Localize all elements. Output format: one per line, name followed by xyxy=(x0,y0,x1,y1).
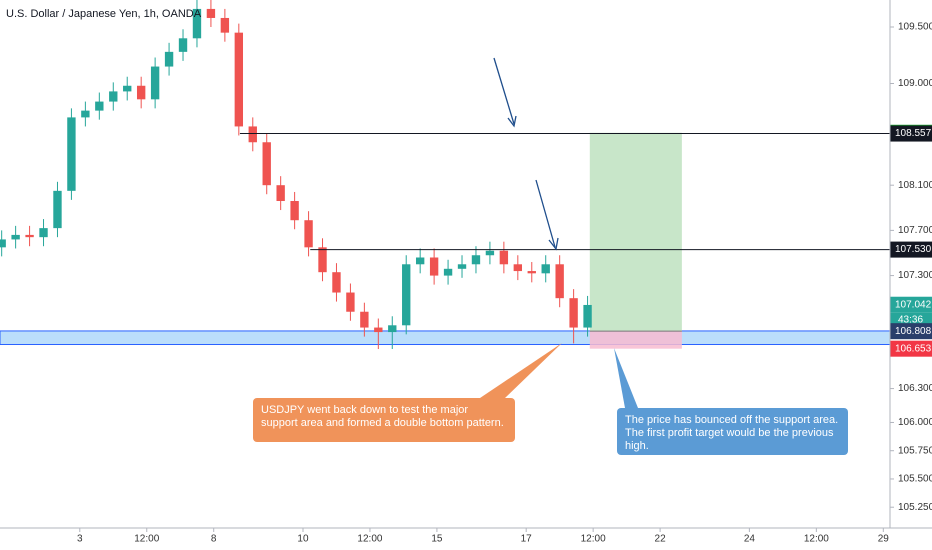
candle-body xyxy=(318,247,327,273)
candle-body xyxy=(262,142,271,186)
candle-body xyxy=(499,250,509,265)
front-layer: 109.500 109.000 108.100 107.700 107.300 106.3… xyxy=(77,22,932,545)
price-label: 107.042 xyxy=(895,299,932,310)
arrow-head xyxy=(507,115,517,128)
candle-body xyxy=(346,292,355,312)
candle-body xyxy=(374,327,383,333)
y-tick-label: 105.750 xyxy=(898,445,932,456)
x-tick-label: 10 xyxy=(297,534,309,545)
support-zone xyxy=(0,330,891,346)
candle-body xyxy=(25,234,34,238)
callout-pointer xyxy=(614,348,638,408)
price-label-box xyxy=(890,323,932,340)
arrows xyxy=(493,57,559,251)
candle-body xyxy=(123,85,132,92)
candle-body xyxy=(332,272,341,293)
candle-body xyxy=(67,117,76,191)
candle-body xyxy=(81,110,90,118)
candle-body xyxy=(569,298,578,328)
candle-body xyxy=(443,268,453,276)
candle-body xyxy=(304,220,313,248)
y-tick-label: 106.000 xyxy=(898,417,932,428)
x-tick-label: 3 xyxy=(77,534,83,545)
y-tick-label: 105.500 xyxy=(898,474,932,485)
candle-body xyxy=(234,32,244,127)
candle-body xyxy=(11,234,20,240)
price-label-box xyxy=(890,125,932,142)
annotation: USDJPY went back down to test the major … xyxy=(253,398,515,442)
price-label: 108.557 xyxy=(895,128,932,139)
price-label-box xyxy=(890,296,932,313)
candle-body xyxy=(53,190,62,229)
back-layer xyxy=(0,132,891,349)
x-tick-label: 29 xyxy=(878,534,890,545)
candle-body xyxy=(39,228,48,238)
x-tick-label: 15 xyxy=(431,534,443,545)
candle-body xyxy=(415,257,425,265)
chart-title: U.S. Dollar / Japanese Yen, 1h, OANDA xyxy=(6,8,202,20)
x-tick-label: 8 xyxy=(211,534,217,545)
candle-body xyxy=(164,51,174,67)
y-tick-label: 109.000 xyxy=(898,78,932,89)
y-tick-label: 106.300 xyxy=(898,383,932,394)
candle-body xyxy=(360,311,369,328)
candle-body xyxy=(513,264,523,272)
candle-body xyxy=(388,325,397,333)
price-label-box xyxy=(890,340,932,357)
candle-body xyxy=(150,66,160,100)
price-label: 106.653 xyxy=(895,343,932,354)
candle-body xyxy=(220,17,230,33)
candle-body xyxy=(0,239,6,248)
y-tick-label: 105.250 xyxy=(898,502,932,513)
x-tick-label: 22 xyxy=(655,534,667,545)
x-tick-label: 12:00 xyxy=(804,534,829,545)
price-label: 106.808 xyxy=(895,326,932,337)
candle-body xyxy=(583,304,592,328)
candle-body xyxy=(555,264,564,299)
loss-zone xyxy=(589,331,682,349)
profit-zone xyxy=(589,132,682,332)
y-tick-label: 107.700 xyxy=(898,225,932,236)
candle-body xyxy=(206,8,216,18)
arrow xyxy=(535,179,556,248)
y-tick-label: 107.300 xyxy=(898,270,932,281)
candle-body xyxy=(192,8,202,39)
countdown: 43:36 xyxy=(898,314,923,325)
candle-body xyxy=(290,201,299,221)
callout-pointer xyxy=(480,343,562,398)
x-tick-label: 17 xyxy=(521,534,533,545)
candle-body xyxy=(109,91,118,102)
annotation: The price has bounced off the support ar… xyxy=(617,408,848,455)
candles xyxy=(0,0,592,350)
candle-body xyxy=(457,264,467,269)
x-tick-label: 24 xyxy=(744,534,756,545)
candle-body xyxy=(178,38,188,52)
candle-body xyxy=(471,255,481,265)
candle-body xyxy=(541,264,550,274)
x-tick-label: 12:00 xyxy=(581,534,606,545)
arrow-head xyxy=(548,237,559,251)
candle-body xyxy=(527,271,536,274)
arrow xyxy=(493,57,515,125)
x-tick-label: 12:00 xyxy=(357,534,382,545)
candle-body xyxy=(276,185,285,202)
y-tick-label: 109.500 xyxy=(898,22,932,33)
candle-body xyxy=(485,250,495,256)
price-label-box xyxy=(890,241,932,258)
x-tick-label: 12:00 xyxy=(134,534,159,545)
candle-body xyxy=(402,264,411,326)
candle-body xyxy=(429,257,439,276)
candle-body xyxy=(248,126,257,143)
candle-body xyxy=(95,101,104,111)
candle-body xyxy=(136,85,146,100)
price-label: 107.530 xyxy=(895,244,932,255)
y-tick-label: 108.100 xyxy=(898,180,932,191)
